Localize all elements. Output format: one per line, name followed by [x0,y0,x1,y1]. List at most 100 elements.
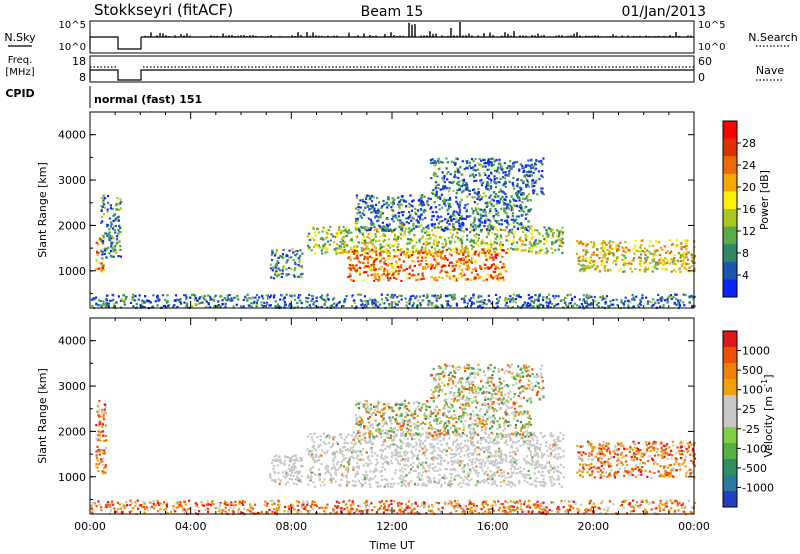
power-cell [379,225,382,228]
power-cell [373,260,376,263]
power-cell [633,252,636,255]
power-cell [456,157,459,161]
power-cell [116,235,119,238]
velocity-cell [459,447,462,450]
power-cell [385,269,388,272]
velocity-cell [554,445,557,448]
velocity-cell [446,441,449,445]
velocity-cell [380,457,384,460]
velocity-cell [459,460,462,463]
power-cell [186,302,189,305]
power-cell [494,237,497,240]
power-cell [477,305,480,308]
power-cell [502,207,506,210]
power-cell [490,179,493,182]
power-cell [604,297,607,300]
power-cell [378,239,381,242]
power-cell [478,245,481,248]
velocity-cell [419,443,422,447]
power-cell [380,246,383,249]
velocity-cell [98,450,101,453]
power-cell [459,166,462,169]
velocity-cell [357,465,360,468]
power-cell [152,294,155,297]
power-cell [507,174,510,177]
power-cell [566,306,569,309]
power-cell [355,250,358,253]
power-cell [348,268,351,271]
power-cell [326,236,329,239]
power-cell [100,221,103,224]
velocity-cell [480,463,483,466]
power-cell [276,259,279,263]
power-cell [516,178,519,181]
power-cell [483,159,486,162]
power-cell [475,208,478,211]
power-cell [473,220,476,223]
power-cell [603,266,607,269]
power-cell [418,204,421,207]
power-cell [98,238,101,241]
nsearch-tick-bottom: 10^0 [698,42,725,53]
power-cell [508,172,511,175]
velocity-cell [469,452,472,455]
power-cell [468,261,471,264]
power-cell [678,304,681,307]
power-cell [186,305,189,308]
power-cell [434,195,437,198]
power-cell [316,246,319,249]
velocity-cell [380,455,383,458]
power-cell [104,247,107,250]
power-cell [366,261,370,264]
power-cell [189,296,192,299]
power-cell [410,204,413,207]
power-cell [408,227,411,230]
power-cell [427,303,430,306]
velocity-cell [328,471,331,474]
power-cell [460,262,463,265]
power-cell [361,233,365,236]
power-cell [470,245,474,248]
power-cell [508,229,511,232]
power-cell [462,262,465,265]
power-cell [118,208,121,211]
power-cell [103,252,106,255]
power-cell [524,234,527,237]
power-cell [356,212,359,215]
power-cell [646,249,649,252]
power-cell [357,260,360,263]
power-cell [541,163,544,166]
velocity-cell [538,465,541,468]
power-cell [435,304,438,307]
power-cell [183,301,186,304]
power-cell [445,226,448,229]
power-cell [501,195,504,199]
velocity-cell [364,437,367,440]
power-cell [675,293,678,296]
power-cell [143,306,146,309]
power-cell [558,244,561,247]
power-cell [362,200,365,203]
power-cell [296,250,299,253]
velocity-cell [529,477,532,480]
power-cell [540,174,543,177]
velocity-cell [306,448,309,451]
velocity-cell [487,451,490,454]
power-cell [349,275,352,278]
power-cell [340,229,343,232]
power-cell [391,296,394,299]
power-cell [458,252,461,255]
power-cell [117,295,120,298]
power-cell [117,229,120,232]
velocity-cell [544,464,547,467]
power-cell [350,246,353,249]
power-cell [487,164,490,167]
power-cell [283,300,286,304]
power-cell [450,248,453,251]
power-cell [470,166,473,170]
power-cell [293,294,296,297]
power-cell [473,278,476,281]
power-cell [370,227,373,230]
power-cell [512,300,515,303]
power-cell [499,234,502,237]
